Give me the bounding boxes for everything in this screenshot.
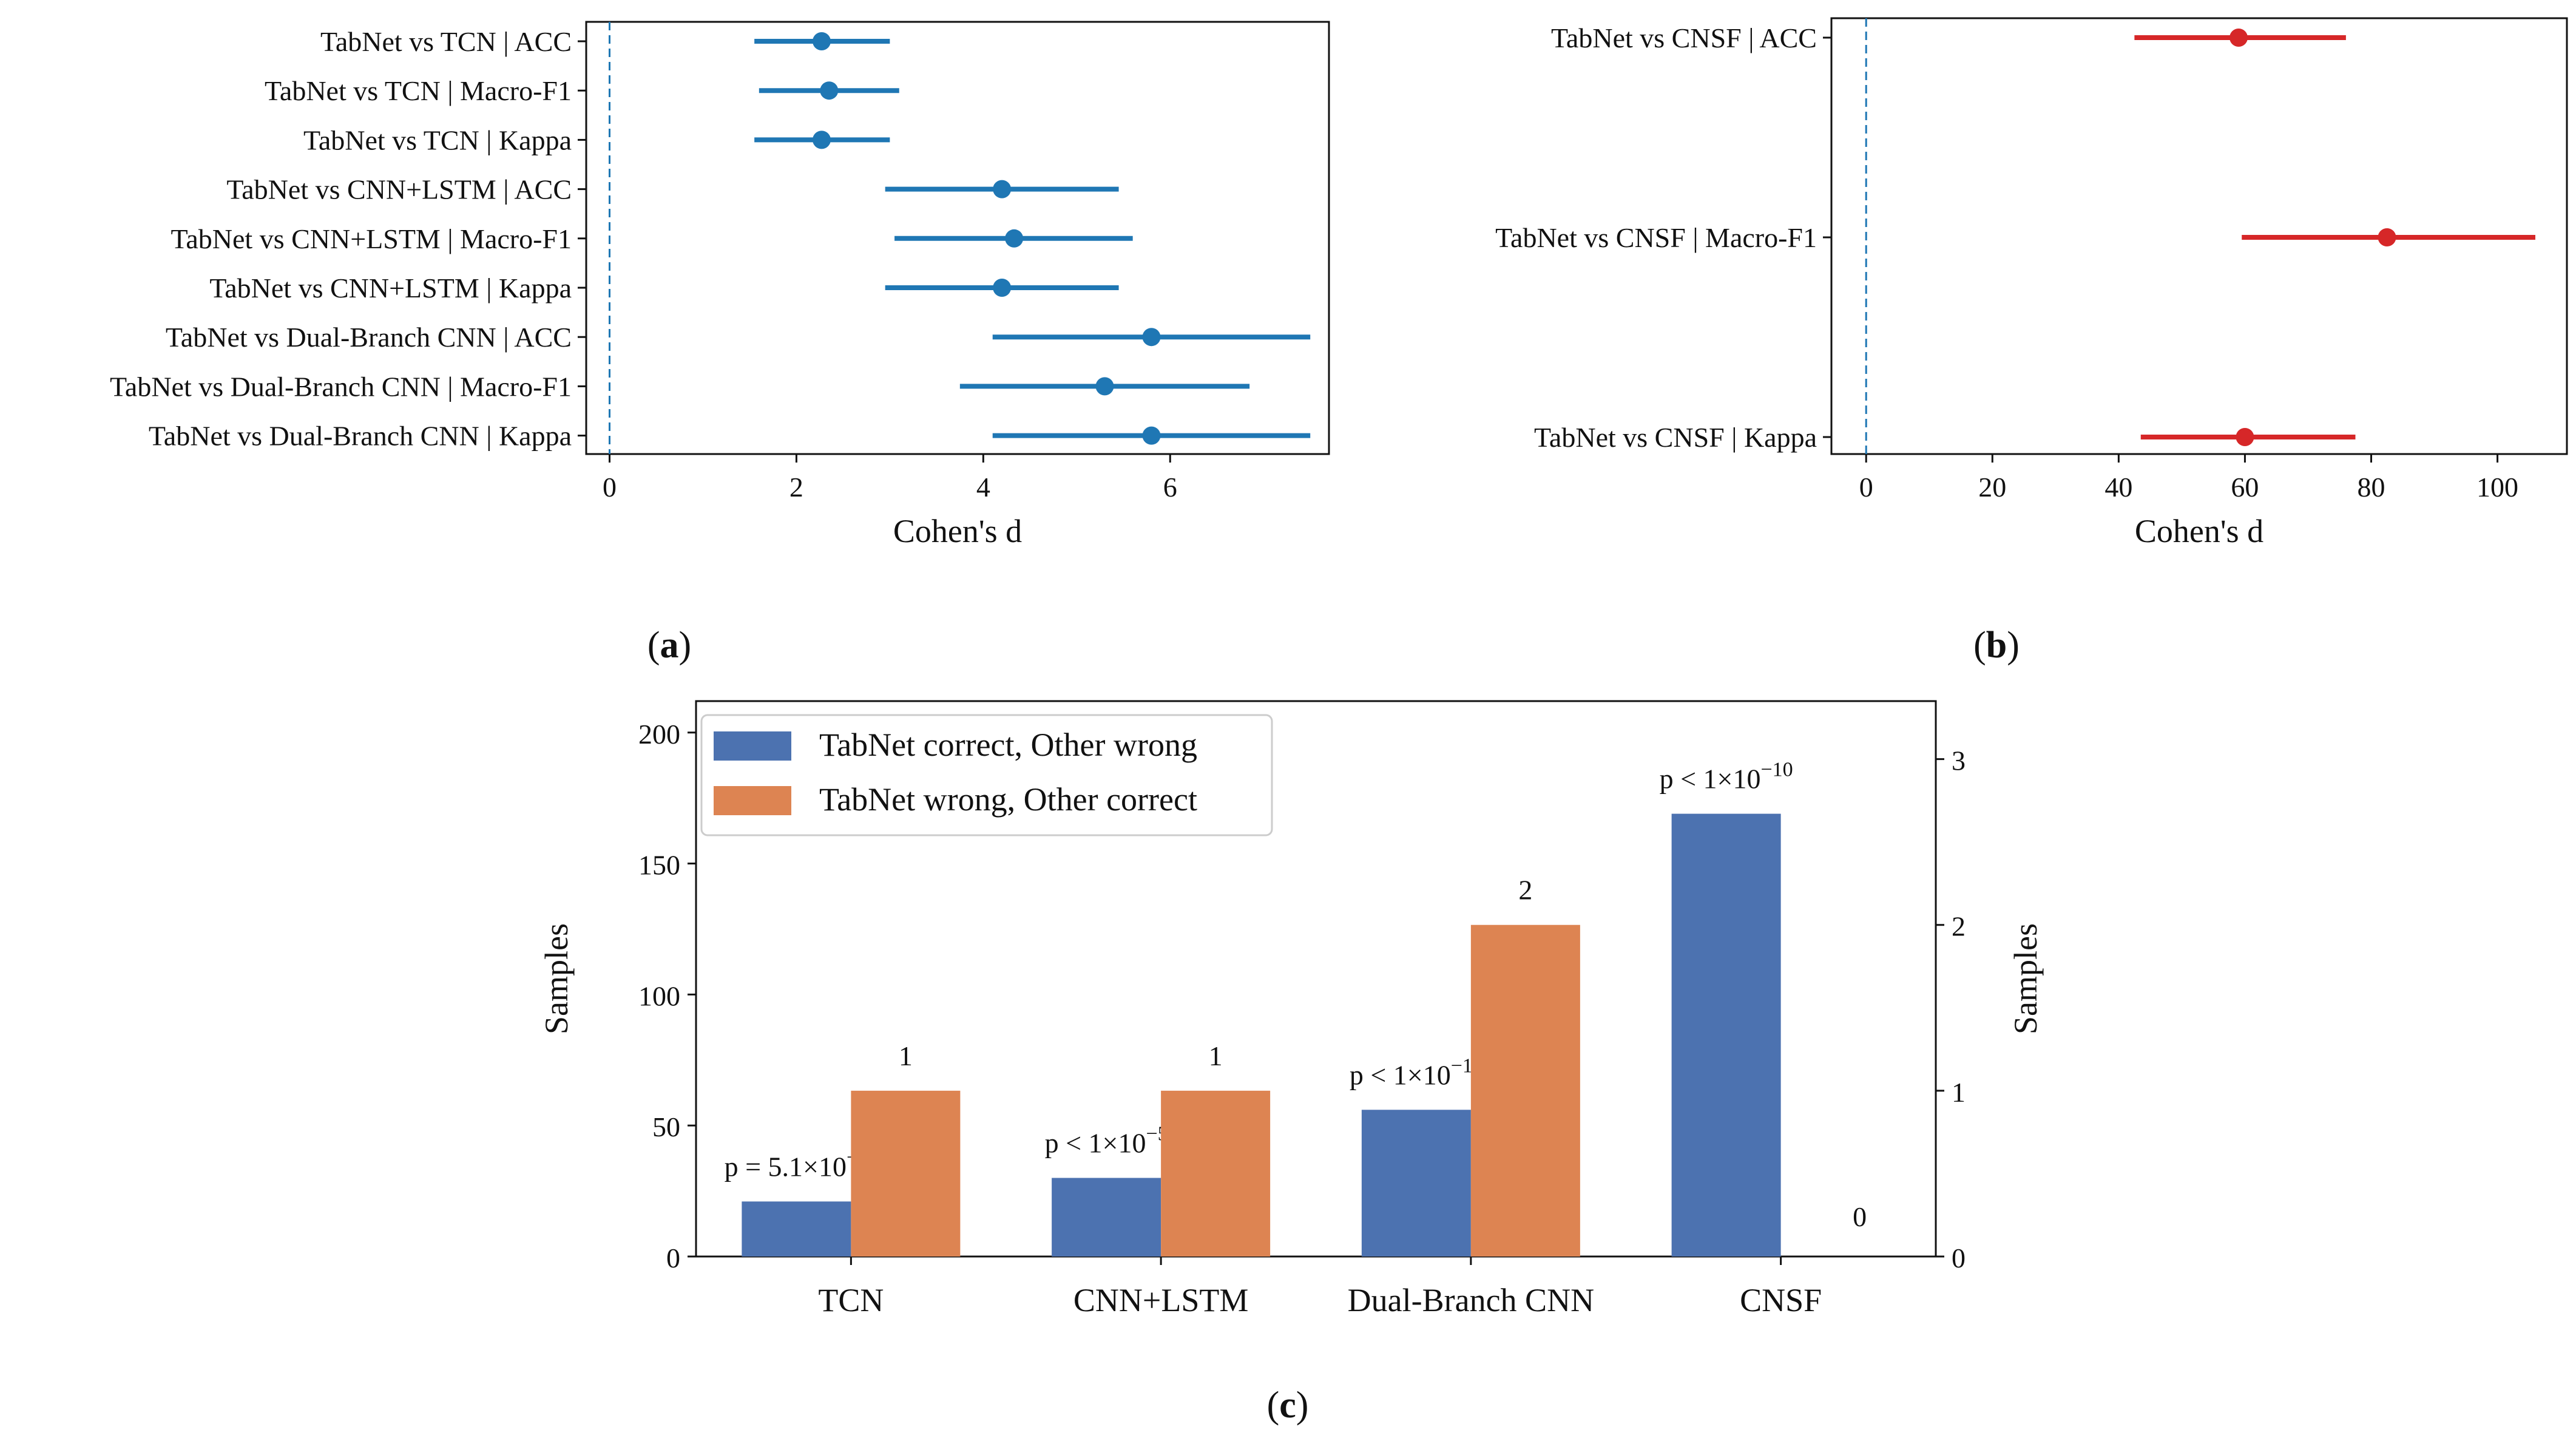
legend-label: TabNet correct, Other wrong [819, 727, 1197, 763]
category-label: CNSF [1740, 1282, 1822, 1318]
panel-label-a: (a) [647, 625, 691, 666]
panel-label-c: (c) [1267, 1385, 1309, 1426]
row-label: TabNet vs Dual-Branch CNN | Macro-F1 [110, 371, 572, 402]
plot-frame [695, 700, 1937, 1258]
left-y-axis-label: Samples [538, 923, 575, 1034]
effect-size-point [2236, 428, 2254, 446]
x-tick-label: 80 [2357, 472, 2385, 503]
row-label: TabNet vs CNSF | Kappa [1534, 422, 1817, 453]
row-label: TabNet vs TCN | Macro-F1 [265, 75, 572, 106]
x-tick-label: 40 [2104, 472, 2132, 503]
bar-tabnet-correct [742, 1201, 851, 1257]
panel-label-b: (b) [1973, 625, 2020, 666]
effect-size-point [820, 81, 839, 100]
x-tick-label: 2 [789, 472, 803, 503]
x-axis-label: Cohen's d [893, 513, 1022, 549]
effect-size-point [2229, 29, 2248, 47]
effect-size-point [1142, 328, 1161, 347]
x-tick-label: 60 [2231, 472, 2259, 503]
bar-tabnet-correct [1361, 1110, 1471, 1257]
row-label: TabNet vs Dual-Branch CNN | ACC [166, 322, 572, 353]
bar-tabnet-wrong [851, 1090, 961, 1257]
row-label: TabNet vs CNSF | ACC [1551, 22, 1817, 53]
p-value-label: p = 5.1×10−5 [725, 1146, 869, 1182]
left-y-tick-label: 100 [638, 980, 680, 1011]
x-tick-label: 6 [1163, 472, 1177, 503]
left-y-tick-label: 50 [652, 1111, 680, 1142]
bar-tabnet-wrong [1470, 924, 1580, 1257]
right-y-axis-label: Samples [2007, 923, 2044, 1034]
category-label: TCN [818, 1282, 884, 1318]
x-tick-label: 20 [1978, 472, 2006, 503]
count-label: 2 [1518, 875, 1532, 906]
x-axis-label: Cohen's d [2135, 513, 2263, 549]
bar-tabnet-wrong [1161, 1090, 1271, 1257]
effect-size-point [2378, 228, 2396, 246]
effect-size-point [812, 32, 831, 50]
p-value-label: p < 1×10−10 [1660, 759, 1793, 795]
effect-size-point [993, 279, 1012, 297]
forest-plot-b: 0 20 40 60 80 100 Cohen's d TabNet vs CNSF | AC… [1495, 17, 2568, 549]
x-tick-label: 4 [976, 472, 990, 503]
row-label: TabNet vs TCN | ACC [320, 26, 572, 57]
legend: TabNet correct, Other wrong TabNet wrong,… [700, 714, 1273, 836]
count-label: 1 [1209, 1040, 1223, 1071]
right-y-tick-label: 0 [1952, 1243, 1966, 1274]
effect-size-point [1095, 377, 1114, 396]
row-label: TabNet vs CNN+LSTM | ACC [226, 174, 572, 205]
effect-size-point [812, 131, 831, 149]
count-label: 1 [899, 1040, 913, 1071]
left-y-tick-label: 0 [666, 1243, 680, 1274]
legend-swatch [714, 731, 791, 761]
effect-size-point [1005, 229, 1024, 248]
plot-frame [1830, 17, 2568, 455]
bar-chart-c: 0 50 100 150 200 0 1 2 3 Samples Samples TCN p = 5.1… [538, 700, 2044, 1318]
right-y-tick-label: 2 [1952, 911, 1966, 942]
row-label: TabNet vs TCN | Kappa [303, 124, 572, 155]
x-tick-label: 100 [2476, 472, 2518, 503]
x-tick-label: 0 [603, 472, 617, 503]
legend-label: TabNet wrong, Other correct [819, 781, 1197, 818]
row-label: TabNet vs CNN+LSTM | Macro-F1 [171, 223, 572, 254]
effect-size-point [993, 180, 1012, 198]
p-value-label: p < 1×10−5 [1045, 1123, 1168, 1159]
bar-tabnet-correct [1052, 1178, 1161, 1257]
left-y-tick-label: 200 [638, 719, 680, 750]
row-label: TabNet vs CNN+LSTM | Kappa [209, 273, 572, 304]
row-label: TabNet vs Dual-Branch CNN | Kappa [149, 421, 572, 452]
right-y-tick-label: 3 [1952, 745, 1966, 776]
legend-frame [700, 714, 1273, 836]
legend-swatch [714, 786, 791, 815]
right-y-tick-label: 1 [1952, 1077, 1966, 1108]
left-y-tick-label: 150 [638, 850, 680, 881]
p-value-label: p < 1×10−10 [1350, 1054, 1483, 1090]
category-label: Dual-Branch CNN [1348, 1282, 1594, 1318]
effect-size-point [1142, 426, 1161, 445]
count-label: 0 [1853, 1201, 1867, 1232]
x-tick-label: 0 [1859, 472, 1873, 503]
bar-tabnet-correct [1671, 813, 1781, 1257]
forest-plot-a: 0 2 4 6 Cohen's d TabNet vs TCN | ACC TabNet v… [110, 21, 1330, 549]
category-label: CNN+LSTM [1073, 1282, 1248, 1318]
row-label: TabNet vs CNSF | Macro-F1 [1495, 222, 1817, 253]
